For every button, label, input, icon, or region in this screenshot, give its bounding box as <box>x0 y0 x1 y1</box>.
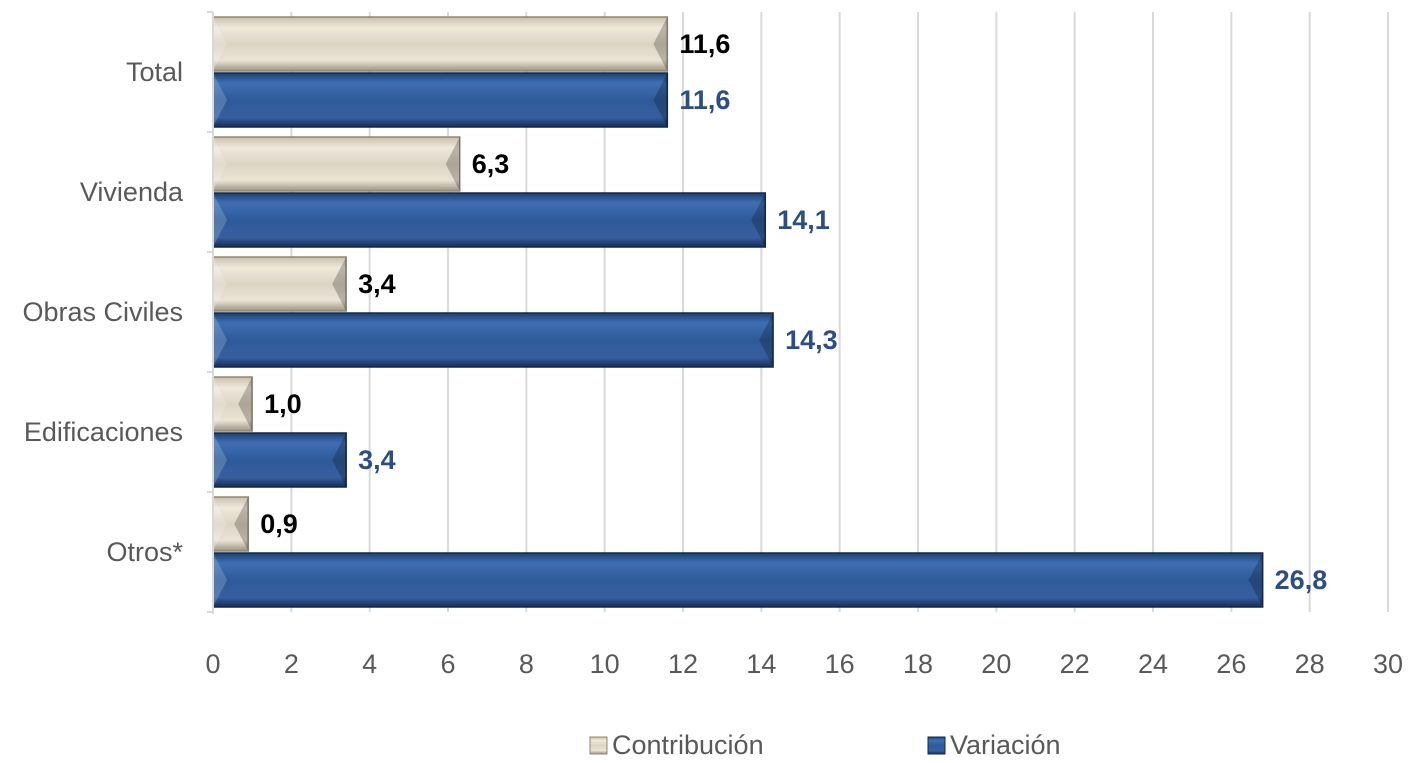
bar-bevel <box>332 257 347 311</box>
bar-contribucion <box>212 256 347 312</box>
bar-bevel <box>445 137 460 191</box>
data-label: 14,1 <box>777 205 830 235</box>
x-tick-label: 6 <box>440 649 455 679</box>
x-tick-label: 14 <box>746 649 776 679</box>
bar-contribucion <box>212 496 249 552</box>
x-tick-label: 10 <box>590 649 620 679</box>
category-label: Otros* <box>106 537 183 567</box>
x-tick-label: 26 <box>1216 649 1246 679</box>
category-label: Vivienda <box>80 177 184 207</box>
x-tick-label: 4 <box>362 649 377 679</box>
bar-bevel <box>213 553 227 607</box>
bar-bevel <box>759 313 774 367</box>
legend-label: Variación <box>950 730 1061 758</box>
bar-bevel <box>653 73 668 127</box>
legend-swatch <box>589 736 608 755</box>
data-label: 26,8 <box>1275 565 1328 595</box>
bar-bevel <box>213 313 227 367</box>
x-tick-label: 8 <box>519 649 534 679</box>
data-label: 6,3 <box>472 149 510 179</box>
x-tick-label: 18 <box>903 649 933 679</box>
x-tick-label: 16 <box>825 649 855 679</box>
bar-bevel <box>213 433 227 487</box>
category-label: Obras Civiles <box>22 297 183 327</box>
category-label: Total <box>126 57 183 87</box>
bar-bevel <box>213 73 227 127</box>
data-label: 1,0 <box>264 389 302 419</box>
x-tick-label: 12 <box>668 649 698 679</box>
bar-variacion <box>212 552 1264 608</box>
x-tick-label: 20 <box>981 649 1011 679</box>
data-label: 11,6 <box>679 85 730 115</box>
data-label: 14,3 <box>785 325 838 355</box>
data-label: 3,4 <box>358 445 396 475</box>
category-label: Edificaciones <box>24 417 183 447</box>
bar-bevel <box>234 497 249 551</box>
x-tick-label: 0 <box>205 649 220 679</box>
bar-bevel <box>213 497 227 551</box>
data-label: 11,6 <box>679 29 730 59</box>
bar-bevel <box>213 137 227 191</box>
bar-variacion <box>212 72 669 128</box>
legend-swatch <box>927 736 946 755</box>
x-tick-label: 22 <box>1060 649 1090 679</box>
bar-variacion <box>212 432 347 488</box>
bar-bevel <box>751 193 766 247</box>
x-tick-label: 2 <box>284 649 299 679</box>
bar-bevel <box>213 193 227 247</box>
bar-bevel <box>213 377 227 431</box>
bar-bevel <box>213 257 227 311</box>
bar-contribucion <box>212 376 253 432</box>
bar-bevel <box>238 377 253 431</box>
data-label: 0,9 <box>260 509 298 539</box>
bar-bevel <box>1248 553 1263 607</box>
bar-contribucion <box>212 16 669 72</box>
bar-bevel <box>213 17 227 71</box>
bar-contribucion <box>212 136 461 192</box>
data-label: 3,4 <box>358 269 396 299</box>
x-tick-label: 30 <box>1373 649 1403 679</box>
x-tick-label: 28 <box>1295 649 1325 679</box>
x-tick-label: 24 <box>1138 649 1168 679</box>
bar-variacion <box>212 192 766 248</box>
legend-label: Contribución <box>612 730 764 758</box>
bar-bevel <box>653 17 668 71</box>
bar-bevel <box>332 433 347 487</box>
bar-variacion <box>212 312 774 368</box>
